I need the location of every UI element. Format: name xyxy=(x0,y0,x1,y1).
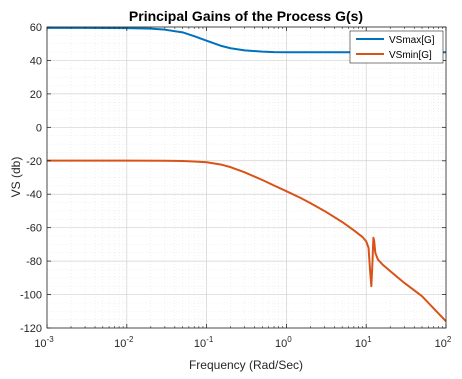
x-tick-label: 10-1 xyxy=(194,335,214,350)
x-tick-label-exponent: -1 xyxy=(206,335,214,344)
x-tick-label-base: 10 xyxy=(194,338,206,350)
x-tick-label: 10-3 xyxy=(34,335,54,350)
legend-label-vsmax: VSmax[G] xyxy=(389,35,435,46)
axes-box xyxy=(46,26,447,329)
x-tick-label: 100 xyxy=(275,335,292,350)
y-tick-label: -20 xyxy=(26,156,42,168)
legend-box xyxy=(349,30,444,64)
x-tick-labels: 10-3 10-2 10-1 100 101 102 xyxy=(34,335,452,350)
y-tick-label: 20 xyxy=(30,89,42,101)
x-tick-label: 10-2 xyxy=(114,335,134,350)
x-axis-label: Frequency (Rad/Sec) xyxy=(189,358,303,372)
y-tick-label: -60 xyxy=(26,223,42,235)
x-tick-label-exponent: -2 xyxy=(126,335,134,344)
x-tick-label-base: 10 xyxy=(114,338,126,350)
y-tick-label: -40 xyxy=(26,189,42,201)
chart-title: Principal Gains of the Process G(s) xyxy=(129,8,363,24)
y-tick-label: -120 xyxy=(20,323,42,335)
x-tick-label-base: 10 xyxy=(435,338,447,350)
grid xyxy=(46,26,447,329)
y-tick-label: -100 xyxy=(20,290,42,302)
y-tick-label: -80 xyxy=(26,256,42,268)
series-line-1 xyxy=(47,159,447,323)
x-tick-label-base: 10 xyxy=(34,338,46,350)
x-tick-label-base: 10 xyxy=(355,338,367,350)
x-tick-label-exponent: -3 xyxy=(47,335,55,344)
y-tick-label: 60 xyxy=(30,22,42,34)
x-tick-label-base: 10 xyxy=(275,338,287,350)
x-tick-label-exponent: 1 xyxy=(367,335,372,344)
x-tick-label-exponent: 0 xyxy=(287,335,292,344)
y-tick-label: 40 xyxy=(30,55,42,67)
x-tick-label-exponent: 2 xyxy=(447,335,452,344)
x-tick-label: 102 xyxy=(435,335,452,350)
y-tick-labels: 60 40 20 0 -20 -40 -60 -80 -100 -120 xyxy=(20,22,42,335)
legend: VSmax[G] VSmin[G] xyxy=(349,30,444,64)
y-tick-label: 0 xyxy=(36,122,42,134)
y-axis-label: VS (db) xyxy=(9,157,23,198)
x-tick-label: 101 xyxy=(355,335,372,350)
legend-label-vsmin: VSmin[G] xyxy=(389,50,432,61)
